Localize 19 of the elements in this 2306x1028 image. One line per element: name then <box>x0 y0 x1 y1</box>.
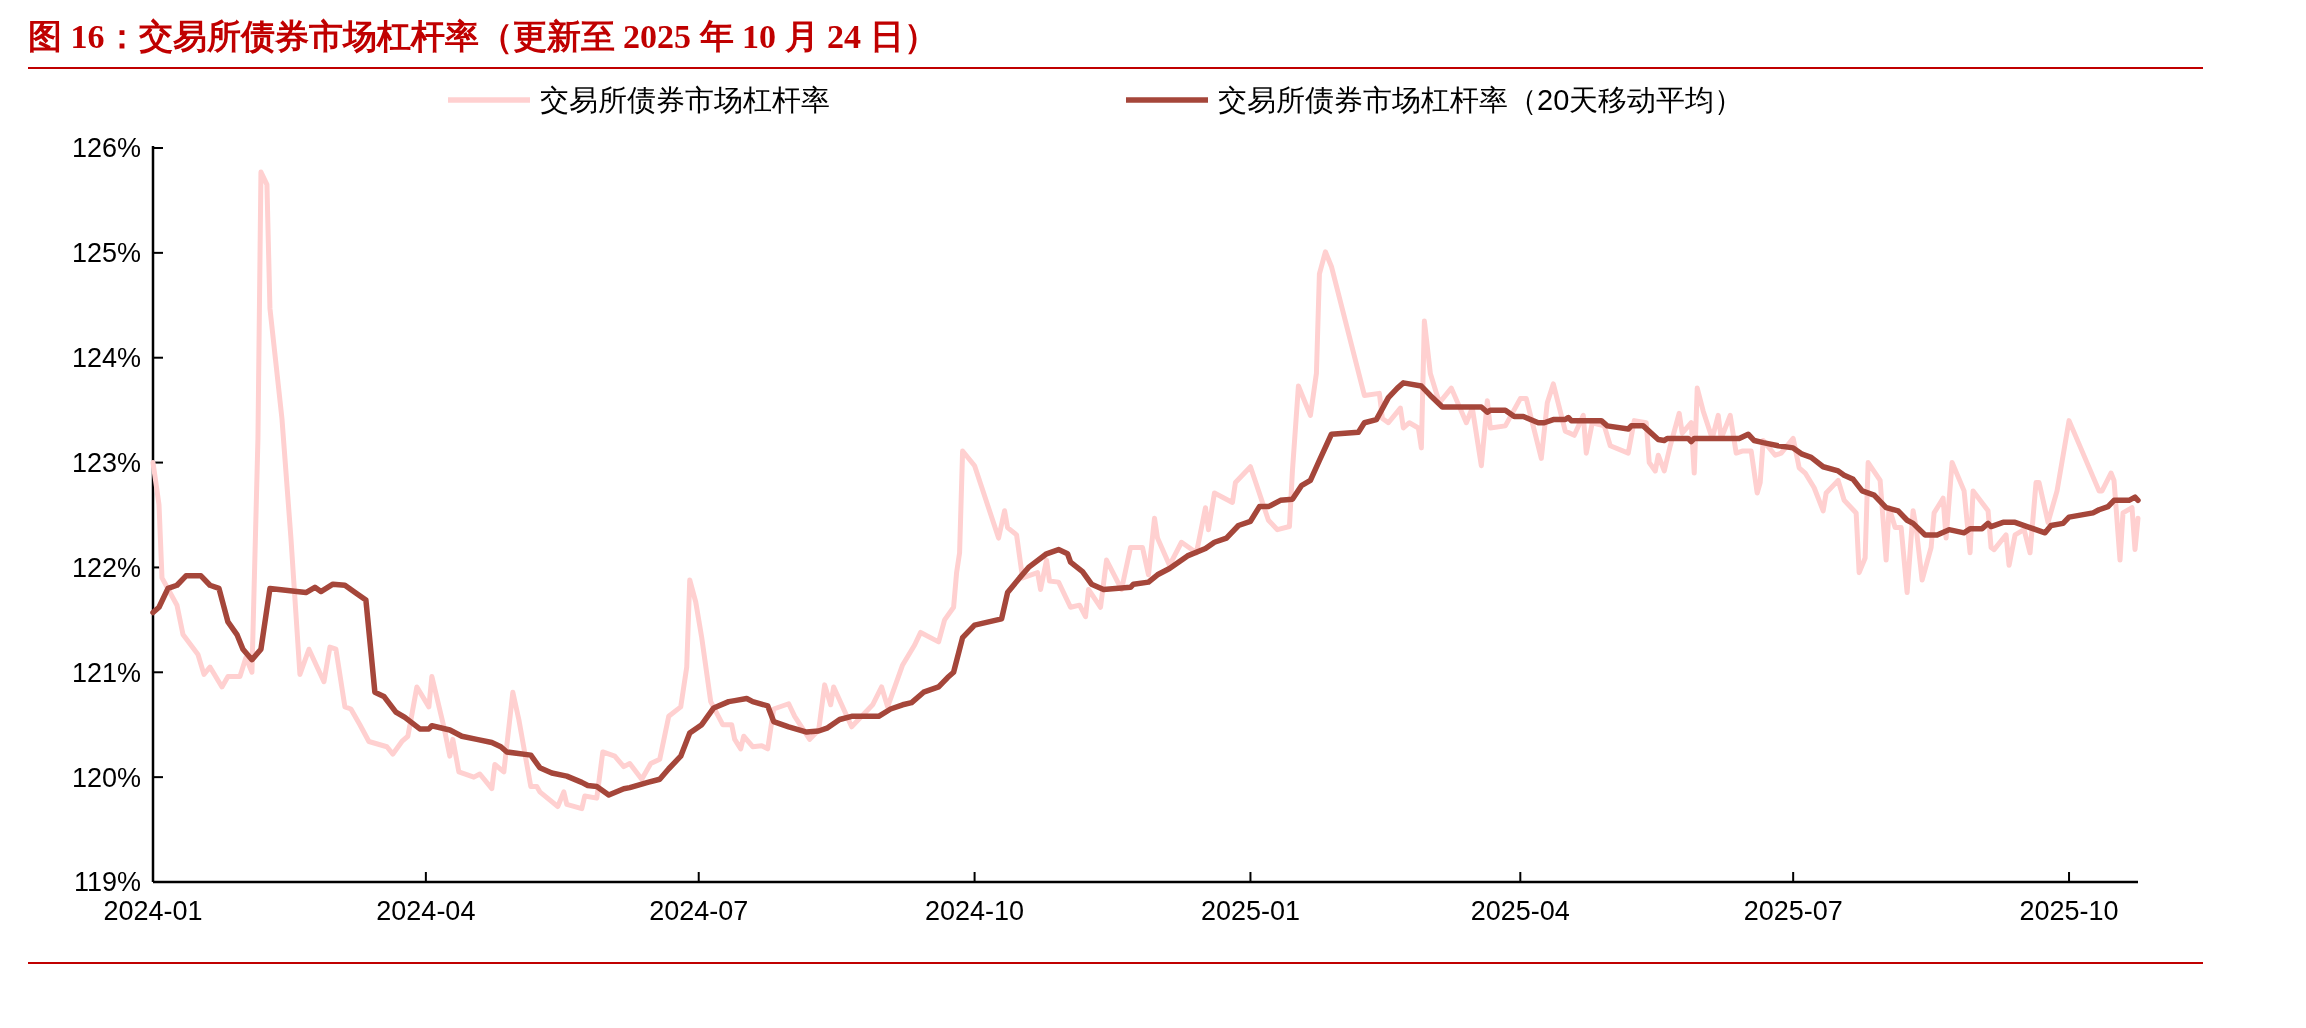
x-tick-label: 2025-10 <box>2019 896 2119 926</box>
x-tick-label: 2025-04 <box>1470 896 1570 926</box>
chart-title: 图 16：交易所债券市场杠杆率（更新至 2025 年 10 月 24 日） <box>28 18 938 55</box>
x-tick-label: 2024-07 <box>649 896 749 926</box>
x-tick-label: 2024-01 <box>103 896 203 926</box>
legend-label: 交易所债券市场杠杆率（20天移动平均） <box>1218 84 1744 117</box>
y-tick-label: 126% <box>71 133 141 164</box>
y-tick-label: 123% <box>71 448 141 479</box>
x-tick-label: 2025-01 <box>1200 896 1300 926</box>
x-tick-label: 2025-07 <box>1743 896 1843 926</box>
y-tick-label: 119% <box>73 867 141 898</box>
x-tick-label: 2024-04 <box>376 896 476 926</box>
legend-label: 交易所债券市场杠杆率 <box>540 84 830 117</box>
y-tick-label: 125% <box>71 238 141 269</box>
x-tick-label: 2024-10 <box>925 896 1025 926</box>
y-tick-label: 121% <box>71 657 141 688</box>
y-tick-label: 120% <box>71 762 141 793</box>
y-tick-label: 122% <box>71 552 141 583</box>
y-tick-label: 124% <box>71 343 141 374</box>
